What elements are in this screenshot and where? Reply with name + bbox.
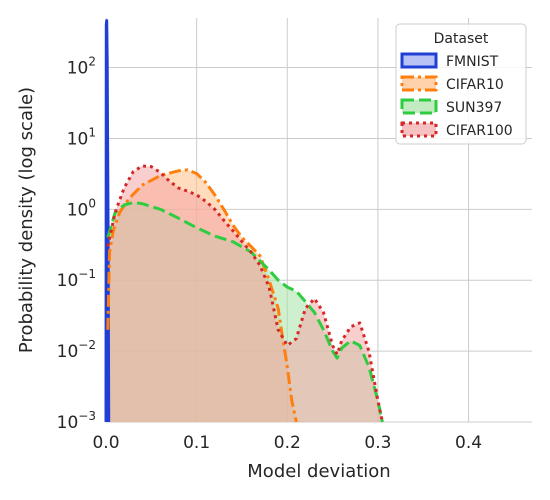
legend-swatch <box>400 98 438 115</box>
series-line-sun397 <box>106 201 384 423</box>
y-tick-base: 10 <box>57 271 79 291</box>
y-tick-label: 102 <box>67 55 96 79</box>
legend-swatch <box>400 52 438 69</box>
y-tick-label: 10−3 <box>57 409 96 433</box>
legend-label: FMNIST <box>446 54 499 70</box>
legend: Dataset FMNIST CIFAR10 SUN397 CIFAR100 <box>395 23 527 145</box>
y-tick-label: 10−1 <box>57 267 96 291</box>
series-line-cifar10 <box>106 168 298 423</box>
x-tick-label: 0.1 <box>183 433 210 453</box>
series-line-cifar100 <box>106 164 384 423</box>
y-tick-exponent: 0 <box>88 196 96 210</box>
series-lines <box>104 19 384 423</box>
y-tick-label: 101 <box>67 125 96 149</box>
y-tick-base: 10 <box>57 342 79 362</box>
y-tick-base: 10 <box>67 200 89 220</box>
series-fills <box>106 20 383 422</box>
y-tick-label: 10−2 <box>57 338 96 362</box>
x-tick-labels: 0.0 0.1 0.2 0.3 0.4 <box>92 433 482 453</box>
x-axis-label: Model deviation <box>247 461 390 482</box>
legend-swatch <box>400 75 438 92</box>
y-tick-exponent: 2 <box>88 55 96 69</box>
x-tick-label: 0.0 <box>92 433 119 453</box>
y-tick-exponent: −1 <box>78 267 96 281</box>
series-line-fmnist <box>104 19 111 423</box>
series-fill-cifar100 <box>107 165 383 422</box>
y-axis-label: Probability density (log scale) <box>16 87 37 353</box>
y-tick-base: 10 <box>67 59 89 79</box>
legend-label: CIFAR10 <box>446 77 504 93</box>
legend-title: Dataset <box>434 31 489 47</box>
legend-label: CIFAR100 <box>446 123 513 139</box>
x-tick-label: 0.3 <box>364 433 391 453</box>
y-tick-base: 10 <box>57 413 79 433</box>
y-tick-exponent: −3 <box>78 409 96 423</box>
y-tick-exponent: 1 <box>88 125 96 139</box>
legend-swatch <box>400 121 438 138</box>
x-tick-label: 0.2 <box>274 433 301 453</box>
x-tick-label: 0.4 <box>455 433 482 453</box>
y-tick-exponent: −2 <box>78 338 96 352</box>
legend-label: SUN397 <box>446 100 502 116</box>
y-tick-base: 10 <box>67 129 89 149</box>
y-tick-label: 100 <box>67 196 96 220</box>
